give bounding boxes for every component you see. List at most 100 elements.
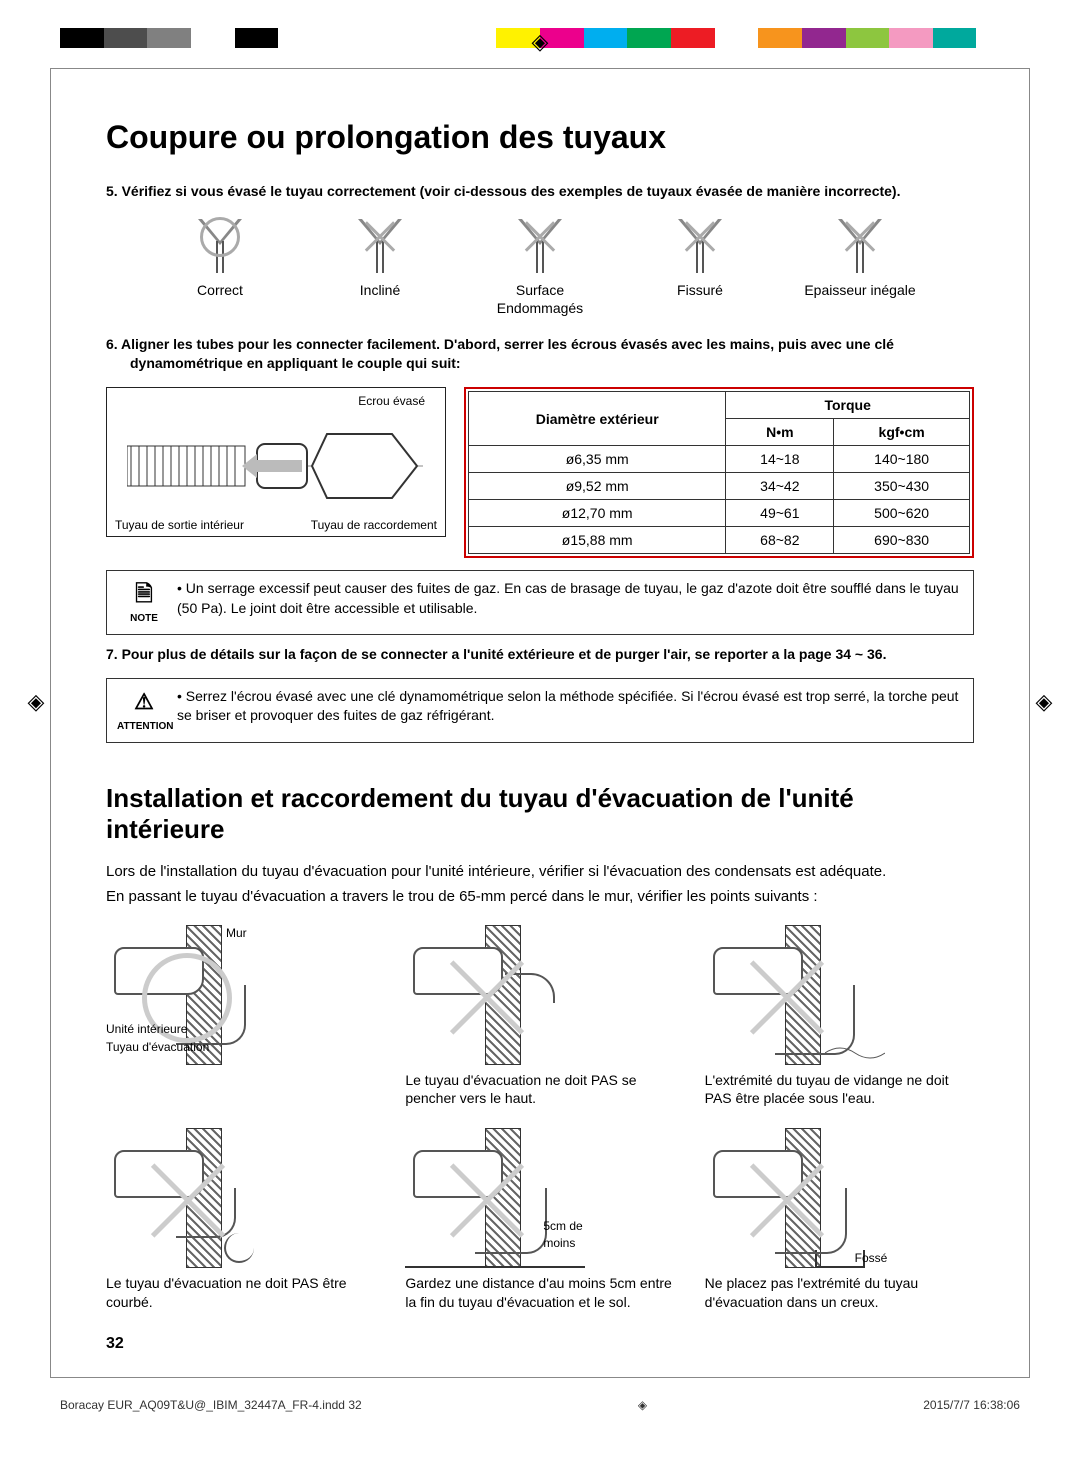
- color-swatch: [846, 28, 890, 48]
- flare-icon: [670, 215, 730, 275]
- drain-example: Fossé Ne placez pas l'extrémité du tuyau …: [705, 1128, 974, 1312]
- note-label: NOTE: [130, 613, 158, 624]
- th-nm: N•m: [726, 419, 834, 446]
- color-swatch: [671, 28, 715, 48]
- color-swatch: [235, 28, 279, 48]
- color-swatch: [278, 28, 322, 48]
- note-text: • Un serrage excessif peut causer des fu…: [171, 579, 963, 618]
- color-swatch: [147, 28, 191, 48]
- step-5: 5. Vérifiez si vous évasé le tuyau corre…: [106, 182, 974, 201]
- page-title: Coupure ou prolongation des tuyaux: [106, 119, 974, 156]
- flare-example: Correct: [160, 215, 280, 317]
- drain-caption: Ne placez pas l'extrémité du tuyau d'éva…: [705, 1274, 974, 1312]
- torque-section: Ecrou évasé Tuyau de sortie intérieur: [106, 387, 974, 558]
- drain-caption: L'extrémité du tuyau de vidange ne doit …: [705, 1071, 974, 1109]
- flare-label: Incliné: [320, 281, 440, 299]
- label-hose: Tuyau d'évacuation: [106, 1039, 209, 1055]
- color-swatch: [758, 28, 802, 48]
- label-conn-pipe: Tuyau de raccordement: [311, 518, 437, 532]
- color-swatch: [976, 28, 1020, 48]
- drain-example: Le tuyau d'évacuation ne doit PAS se pen…: [405, 925, 674, 1109]
- drain-example: Le tuyau d'évacuation ne doit PAS être c…: [106, 1128, 375, 1312]
- attention-text: • Serrez l'écrou évasé avec une clé dyna…: [171, 687, 963, 726]
- table-cell: 500~620: [834, 500, 970, 527]
- drain-examples-grid: Mur Unité intérieure Tuyau d'évacuation Le …: [106, 925, 974, 1313]
- section-title-drain: Installation et raccordement du tuyau d'…: [106, 783, 974, 845]
- color-swatch: [715, 28, 759, 48]
- attention-label: ATTENTION: [117, 721, 173, 732]
- drain-figure: 5cm de moins: [405, 1128, 585, 1268]
- label-unit: Unité intérieure: [106, 1021, 187, 1037]
- color-swatch: [584, 28, 628, 48]
- pipe-illustration: [127, 426, 427, 506]
- flare-example: Epaisseur inégale: [800, 215, 920, 317]
- flare-example: Fissuré: [640, 215, 760, 317]
- label-wall: Mur: [226, 925, 247, 941]
- color-swatch: [453, 28, 497, 48]
- table-cell: ø15,88 mm: [469, 527, 726, 554]
- torque-table-highlight: Diamètre extérieur Torque N•m kgf•cm ø6,…: [464, 387, 974, 558]
- table-cell: 140~180: [834, 446, 970, 473]
- drain-intro-2: En passant le tuyau d'évacuation a trave…: [106, 886, 974, 907]
- x-mark-icon: [743, 1158, 829, 1244]
- drain-figure: Mur Unité intérieure Tuyau d'évacuation: [106, 925, 286, 1065]
- drain-figure: [106, 1128, 286, 1268]
- table-row: ø6,35 mm14~18140~180: [469, 446, 970, 473]
- flare-icon: [830, 215, 890, 275]
- flare-example: Incliné: [320, 215, 440, 317]
- color-swatch: [60, 28, 104, 48]
- drain-caption: Le tuyau d'évacuation ne doit PAS se pen…: [405, 1071, 674, 1109]
- table-cell: 34~42: [726, 473, 834, 500]
- print-footer: Boracay EUR_AQ09T&U@_IBIM_32447A_FR-4.in…: [60, 1398, 1020, 1412]
- color-swatch: [889, 28, 933, 48]
- registration-mark-right: ◈: [1032, 690, 1056, 714]
- table-row: ø15,88 mm68~82690~830: [469, 527, 970, 554]
- drain-figure: Fossé: [705, 1128, 885, 1268]
- th-diameter: Diamètre extérieur: [469, 392, 726, 446]
- registration-mark-bottom: ◈: [638, 1398, 647, 1412]
- registration-mark-left: ◈: [24, 690, 48, 714]
- table-cell: 14~18: [726, 446, 834, 473]
- label-ditch: Fossé: [855, 1250, 888, 1266]
- th-torque: Torque: [726, 392, 970, 419]
- flare-label: Epaisseur inégale: [800, 281, 920, 299]
- step-7: 7. Pour plus de détails sur la façon de …: [106, 645, 974, 664]
- flare-examples-row: Correct Incliné Surface Endommagés Fissuré E…: [106, 215, 974, 317]
- flare-icon: [350, 215, 410, 275]
- flare-icon: [190, 215, 250, 275]
- table-cell: 350~430: [834, 473, 970, 500]
- drain-figure: [705, 925, 885, 1065]
- flare-label: Surface Endommagés: [480, 281, 600, 317]
- flare-nut-diagram: Ecrou évasé Tuyau de sortie intérieur: [106, 387, 446, 537]
- color-swatch: [365, 28, 409, 48]
- color-swatch: [409, 28, 453, 48]
- table-row: ø9,52 mm34~42350~430: [469, 473, 970, 500]
- page-number: 32: [106, 1335, 124, 1353]
- drain-example: Mur Unité intérieure Tuyau d'évacuation: [106, 925, 375, 1109]
- drain-intro-1: Lors de l'installation du tuyau d'évacua…: [106, 861, 974, 882]
- color-swatch: [627, 28, 671, 48]
- x-mark-icon: [443, 1158, 529, 1244]
- step-6: 6. Aligner les tubes pour les connecter …: [106, 335, 974, 373]
- table-cell: 690~830: [834, 527, 970, 554]
- drain-caption: Le tuyau d'évacuation ne doit PAS être c…: [106, 1274, 375, 1312]
- drain-caption: Gardez une distance d'au moins 5cm entre…: [405, 1274, 674, 1312]
- color-swatch: [191, 28, 235, 48]
- flare-label: Correct: [160, 281, 280, 299]
- drain-example: L'extrémité du tuyau de vidange ne doit …: [705, 925, 974, 1109]
- color-swatch: [322, 28, 366, 48]
- registration-mark-top: ◈: [528, 30, 552, 54]
- table-cell: ø12,70 mm: [469, 500, 726, 527]
- x-mark-icon: [443, 955, 529, 1041]
- x-mark-icon: [144, 1158, 230, 1244]
- color-swatch: [802, 28, 846, 48]
- color-swatch: [104, 28, 148, 48]
- note-icon: 🗎 NOTE: [117, 579, 171, 626]
- footer-date: 2015/7/7 16:38:06: [923, 1398, 1020, 1412]
- table-cell: ø6,35 mm: [469, 446, 726, 473]
- note-box: 🗎 NOTE • Un serrage excessif peut causer…: [106, 570, 974, 635]
- flare-label: Fissuré: [640, 281, 760, 299]
- table-cell: ø9,52 mm: [469, 473, 726, 500]
- table-cell: 49~61: [726, 500, 834, 527]
- flare-example: Surface Endommagés: [480, 215, 600, 317]
